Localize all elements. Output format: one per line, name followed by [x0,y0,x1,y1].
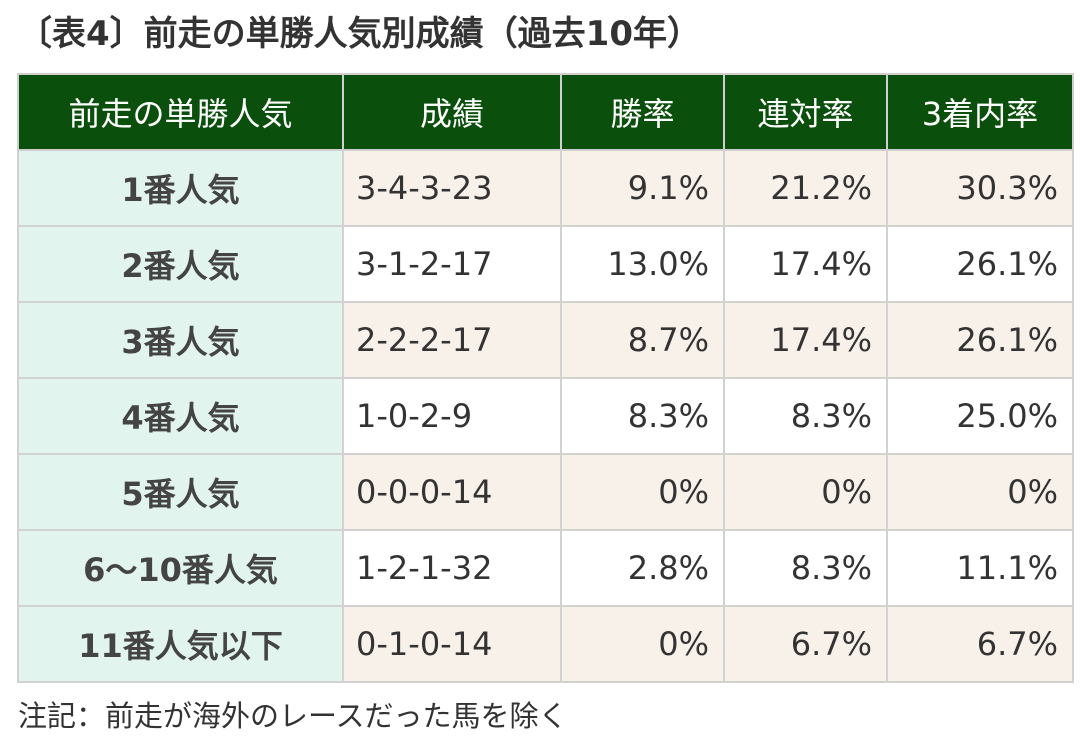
record-cell: 3-4-3-23 [342,149,562,227]
top3-rate-cell: 26.1% [886,301,1074,379]
top3-rate-cell: 6.7% [886,605,1074,683]
win-rate-cell: 0% [560,453,725,531]
win-rate-cell: 9.1% [560,149,725,227]
top3-rate-cell: 25.0% [886,377,1074,455]
table-row: 3番人気 2-2-2-17 8.7% 17.4% 26.1% [17,301,1074,379]
quinella-rate-cell: 8.3% [723,529,888,607]
win-rate-cell: 8.7% [560,301,725,379]
win-rate-cell: 8.3% [560,377,725,455]
header-top3-rate: 3着内率 [886,73,1074,151]
table-title: 〔表4〕前走の単勝人気別成績（過去10年） [18,14,701,54]
table-row: 4番人気 1-0-2-9 8.3% 8.3% 25.0% [17,377,1074,455]
quinella-rate-cell: 21.2% [723,149,888,227]
header-popularity: 前走の単勝人気 [17,73,344,151]
table-row: 5番人気 0-0-0-14 0% 0% 0% [17,453,1074,531]
table-row: 2番人気 3-1-2-17 13.0% 17.4% 26.1% [17,225,1074,303]
top3-rate-cell: 26.1% [886,225,1074,303]
header-win-rate: 勝率 [560,73,725,151]
header-record: 成績 [342,73,562,151]
top3-rate-cell: 11.1% [886,529,1074,607]
header-row: 前走の単勝人気 成績 勝率 連対率 3着内率 [17,73,1074,151]
row-label: 6〜10番人気 [17,529,344,607]
record-cell: 2-2-2-17 [342,301,562,379]
header-quinella-rate: 連対率 [723,73,888,151]
footnote: 注記：前走が海外のレースだった馬を除く [18,699,568,733]
quinella-rate-cell: 17.4% [723,301,888,379]
quinella-rate-cell: 17.4% [723,225,888,303]
quinella-rate-cell: 8.3% [723,377,888,455]
row-label: 1番人気 [17,149,344,227]
top3-rate-cell: 30.3% [886,149,1074,227]
win-rate-cell: 13.0% [560,225,725,303]
row-label: 5番人気 [17,453,344,531]
win-rate-cell: 2.8% [560,529,725,607]
quinella-rate-cell: 0% [723,453,888,531]
table-row: 6〜10番人気 1-2-1-32 2.8% 8.3% 11.1% [17,529,1074,607]
record-cell: 1-2-1-32 [342,529,562,607]
record-cell: 1-0-2-9 [342,377,562,455]
row-label: 11番人気以下 [17,605,344,683]
row-label: 2番人気 [17,225,344,303]
row-label: 3番人気 [17,301,344,379]
top3-rate-cell: 0% [886,453,1074,531]
record-cell: 0-0-0-14 [342,453,562,531]
win-rate-cell: 0% [560,605,725,683]
row-label: 4番人気 [17,377,344,455]
record-cell: 0-1-0-14 [342,605,562,683]
table-row: 1番人気 3-4-3-23 9.1% 21.2% 30.3% [17,149,1074,227]
record-cell: 3-1-2-17 [342,225,562,303]
quinella-rate-cell: 6.7% [723,605,888,683]
results-table: 前走の単勝人気 成績 勝率 連対率 3着内率 1番人気 3-4-3-23 9.1… [17,73,1074,683]
table-row: 11番人気以下 0-1-0-14 0% 6.7% 6.7% [17,605,1074,683]
